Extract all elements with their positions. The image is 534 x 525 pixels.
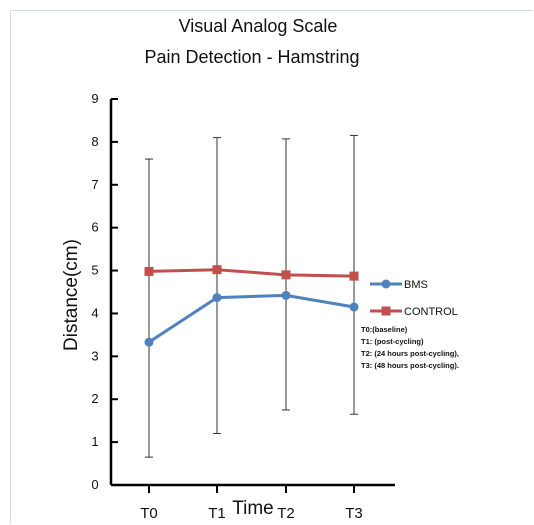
y-tick-label: 4: [91, 305, 98, 320]
x-tick-label: T2: [277, 505, 295, 522]
legend: BMS CONTROL: [370, 279, 458, 318]
time-note: T2: (24 hours post-cycling),: [361, 349, 459, 358]
y-tick-label: 3: [91, 348, 98, 363]
data-point-bms: [349, 302, 359, 312]
data-point-control: [281, 270, 291, 280]
data-point-control: [144, 266, 154, 276]
y-tick-label: 2: [91, 391, 98, 406]
time-note: T3: (48 hours post-cycling).: [361, 361, 459, 370]
chart-title: Visual Analog Scale: [179, 16, 338, 36]
y-tick-label: 5: [91, 263, 98, 278]
y-axis-label: Distance(cm): [61, 239, 82, 351]
y-tick-label: 1: [91, 434, 98, 449]
data-point-control: [212, 265, 222, 275]
series-layer: [144, 265, 359, 347]
data-point-bms: [212, 293, 222, 303]
time-note: T1: (post-cycling): [361, 337, 424, 346]
data-point-control: [349, 271, 359, 281]
y-tick-label: 6: [91, 220, 98, 235]
y-tick-label: 8: [91, 134, 98, 149]
axes: [109, 99, 395, 487]
time-note: T0:(baseline): [361, 325, 408, 334]
chart-frame: [10, 10, 533, 524]
series-line-control: [148, 268, 355, 278]
time-notes: T0:(baseline) T1: (post-cycling) T2: (24 h…: [361, 325, 459, 370]
x-tick-label: T1: [208, 505, 226, 522]
legend-marker-control: [381, 306, 391, 316]
series-line-bms: [148, 293, 355, 344]
y-tick-label: 0: [91, 477, 98, 492]
x-tick-label: T0: [140, 505, 158, 522]
legend-label-bms: BMS: [404, 279, 428, 291]
error-bars: [145, 134, 358, 458]
chart-subtitle: Pain Detection - Hamstring: [144, 47, 359, 67]
x-axis-label: Time: [232, 498, 274, 519]
data-point-bms: [144, 337, 154, 347]
legend-marker-bms: [381, 279, 391, 289]
data-point-bms: [281, 290, 291, 300]
x-ticks: T0 T1 T2 T3: [140, 485, 363, 522]
y-tick-label: 7: [91, 177, 98, 192]
y-ticks: 0 1 2 3 4 5 6 7 8 9: [91, 91, 118, 492]
y-tick-label: 9: [91, 91, 98, 106]
x-tick-label: T3: [345, 505, 363, 522]
legend-label-control: CONTROL: [404, 306, 458, 318]
